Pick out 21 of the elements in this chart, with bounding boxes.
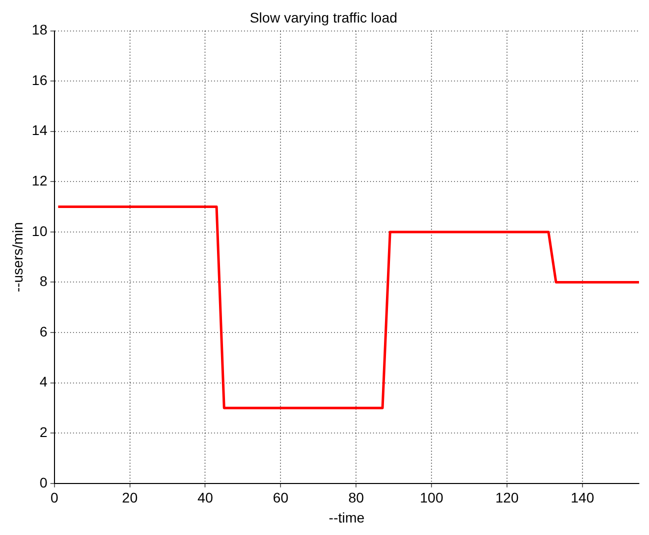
x-tick-label: 80 xyxy=(348,490,364,506)
y-tick-label: 16 xyxy=(32,72,48,88)
y-tick-label: 8 xyxy=(40,273,48,290)
y-tick-label: 18 xyxy=(32,22,48,38)
y-tick-label: 4 xyxy=(40,374,48,390)
y-tick-label: 12 xyxy=(32,172,48,189)
x-tick-label: 0 xyxy=(50,490,58,506)
y-tick-label: 14 xyxy=(32,122,48,138)
y-tick-label: 2 xyxy=(40,424,48,440)
y-tick-label: 6 xyxy=(40,323,48,340)
x-tick-label: 140 xyxy=(570,490,594,506)
x-tick-label: 120 xyxy=(495,490,519,506)
y-axis-title: --users/min xyxy=(9,222,26,292)
y-tick-label: 10 xyxy=(32,222,48,239)
x-axis-title: --time xyxy=(328,509,365,526)
x-tick-label: 40 xyxy=(197,490,214,506)
x-tick-label: 60 xyxy=(272,490,289,506)
x-tick-label: 100 xyxy=(420,490,444,506)
chart-title: Slow varying traffic load xyxy=(250,9,398,26)
x-tick-label: 20 xyxy=(122,490,138,506)
y-tick-label: 0 xyxy=(40,474,48,490)
